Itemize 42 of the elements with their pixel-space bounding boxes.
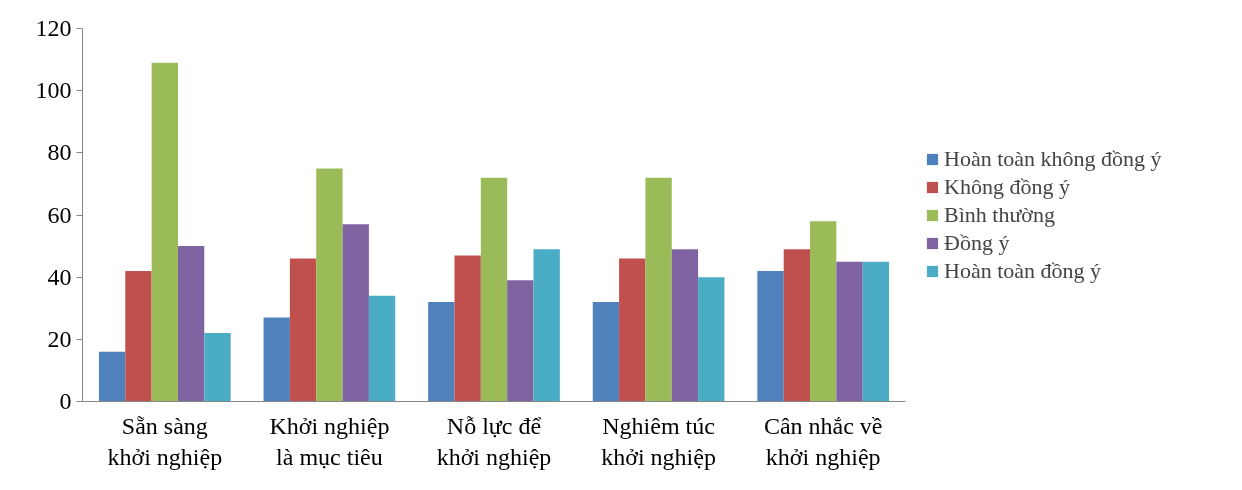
bar bbox=[428, 302, 455, 402]
bar bbox=[671, 249, 699, 402]
x-tick-label: Sẵn sàng khởi nghiệp bbox=[107, 412, 223, 470]
y-tick-label: 40 bbox=[47, 263, 72, 290]
bar bbox=[757, 270, 784, 402]
bar bbox=[645, 177, 672, 402]
y-tick-label: 80 bbox=[47, 139, 72, 166]
legend-label: Hoàn toàn không đồng ý bbox=[944, 145, 1162, 172]
y-tick-label: 100 bbox=[35, 77, 72, 104]
legend-label: Đồng ý bbox=[944, 229, 1010, 256]
bar bbox=[862, 261, 890, 402]
bar bbox=[342, 224, 369, 402]
bar bbox=[533, 249, 560, 402]
legend-label: Bình thường bbox=[944, 201, 1055, 228]
x-tick-label: Khởi nghiệp là mục tiêu bbox=[269, 412, 390, 470]
legend-label: Không đồng ý bbox=[944, 173, 1070, 200]
bar bbox=[698, 277, 725, 402]
y-tick-label: 120 bbox=[35, 15, 72, 41]
x-tick-label: Nghiêm túc khởi nghiệp bbox=[601, 412, 716, 470]
bar bbox=[98, 351, 126, 402]
x-tick-label: Nỗ lực để khởi nghiệp bbox=[436, 412, 552, 470]
x-tick-label: Cân nhắc về khởi nghiệp bbox=[763, 412, 883, 470]
y-tick-label: 20 bbox=[47, 325, 72, 352]
y-tick-label: 0 bbox=[59, 388, 72, 414]
bar bbox=[619, 258, 646, 402]
bar bbox=[480, 177, 508, 402]
bar bbox=[151, 62, 178, 402]
bar bbox=[783, 249, 811, 402]
legend-label: Hoàn toàn đồng ý bbox=[944, 257, 1102, 284]
bar bbox=[125, 270, 152, 402]
bar bbox=[289, 258, 317, 402]
bar bbox=[177, 246, 205, 402]
bar bbox=[592, 302, 620, 402]
bar bbox=[204, 333, 231, 402]
bar bbox=[263, 317, 290, 402]
y-tick-label: 60 bbox=[47, 201, 72, 228]
bar bbox=[836, 261, 863, 402]
bar bbox=[454, 255, 481, 402]
bar bbox=[810, 221, 837, 402]
bar bbox=[316, 168, 343, 402]
bar bbox=[368, 295, 396, 402]
bar bbox=[507, 280, 534, 402]
